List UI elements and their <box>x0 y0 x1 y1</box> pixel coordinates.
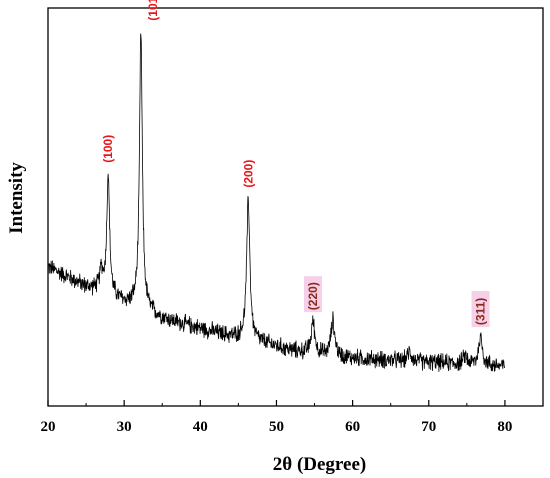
plot-frame <box>47 7 544 407</box>
xrd-pattern-line <box>48 33 506 372</box>
x-tick-label: 70 <box>421 419 436 435</box>
x-tick-label: 40 <box>193 419 208 435</box>
x-tick-label: 80 <box>497 419 512 435</box>
x-tick-label: 20 <box>41 419 56 435</box>
peak-label: (311) <box>474 298 488 325</box>
y-axis-title: Intensity <box>6 162 27 234</box>
peak-label: (101) <box>146 0 160 21</box>
x-axis-title: 2θ (Degree) <box>273 454 366 475</box>
x-tick-label: 30 <box>117 419 132 435</box>
peak-label: (200) <box>241 160 255 188</box>
x-tick-label: 50 <box>269 419 284 435</box>
x-tick-label: 60 <box>345 419 360 435</box>
peak-label: (100) <box>101 135 115 163</box>
peak-label: (220) <box>306 282 320 310</box>
peak-label-highlight <box>304 276 323 313</box>
peak-label-highlight <box>471 291 490 328</box>
